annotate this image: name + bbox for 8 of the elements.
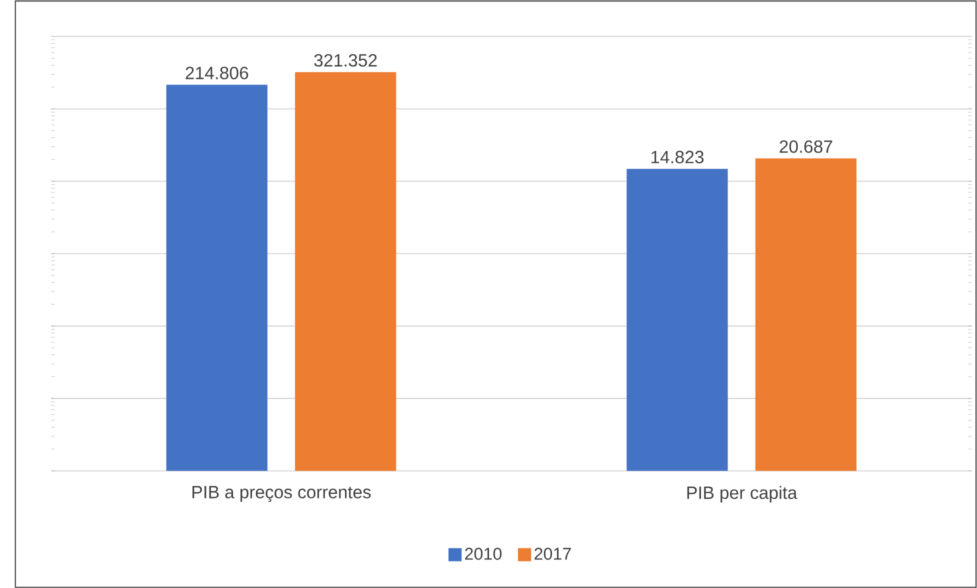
legend-label: 2017 <box>534 548 571 560</box>
x-tick-label: PIB per capita <box>687 486 798 503</box>
legend-label: 2010 <box>465 548 502 560</box>
x-tick-label: PIB a preços correntes <box>192 486 371 502</box>
data-label: 214.806 <box>186 66 248 80</box>
data-label: 14.823 <box>651 150 704 164</box>
data-label: 20.687 <box>780 140 832 153</box>
data-label: 321.352 <box>314 54 377 67</box>
